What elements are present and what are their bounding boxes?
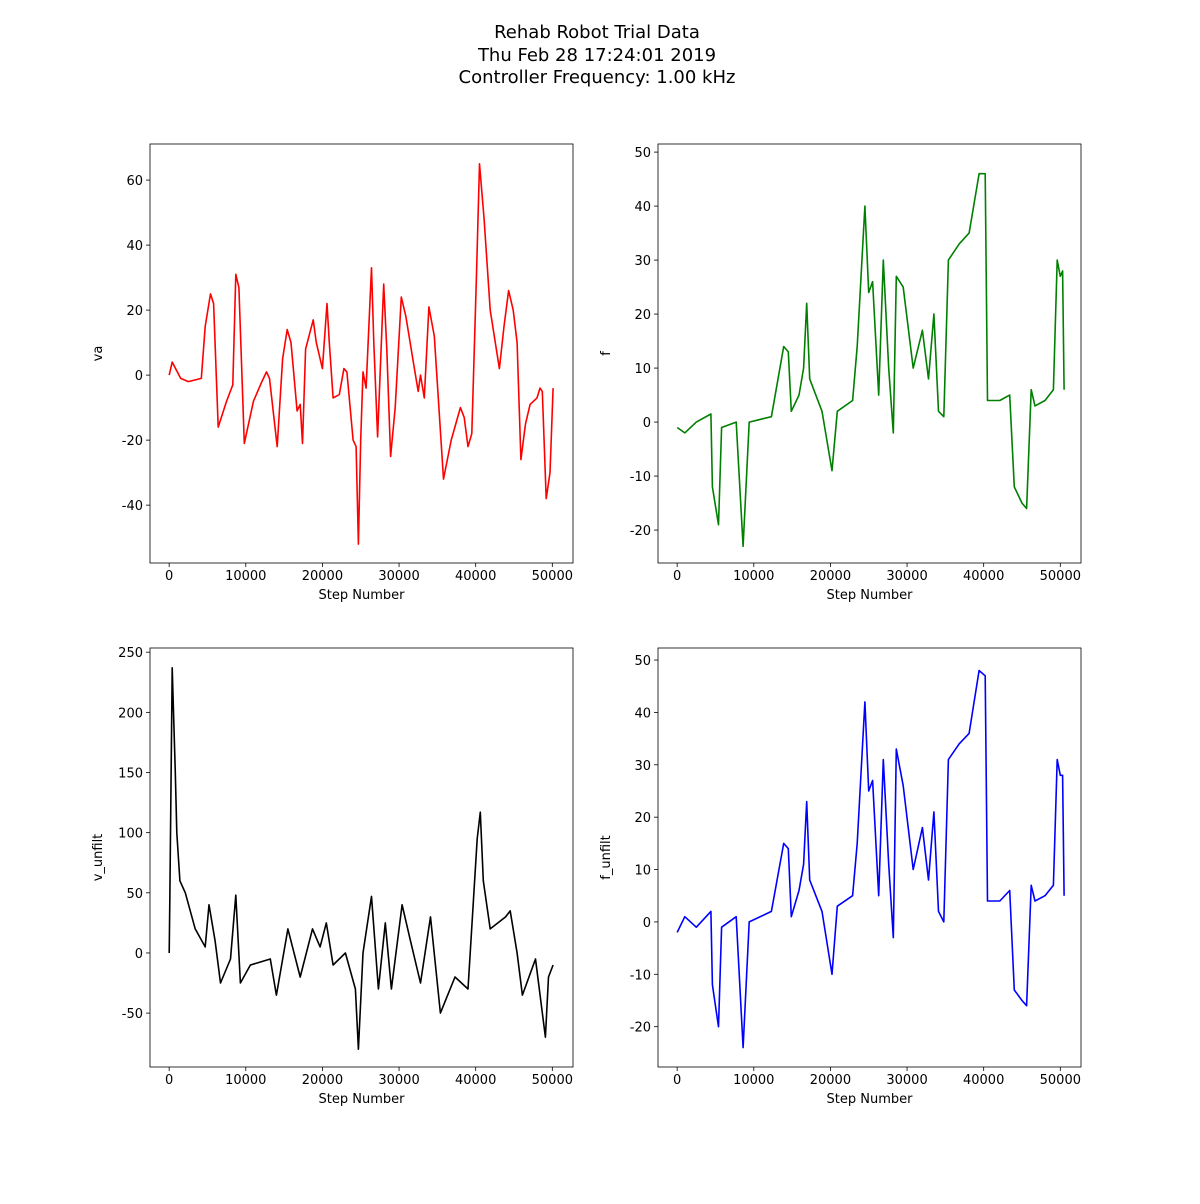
x-tick-label: 50000 — [1040, 569, 1081, 584]
y-axis-label: f — [599, 351, 614, 356]
axes-frame — [149, 143, 574, 564]
x-tick-label: 30000 — [378, 1073, 419, 1088]
x-axis-label: Step Number — [319, 1092, 406, 1107]
axes-frame — [657, 647, 1082, 1068]
y-tick-label: 50 — [634, 146, 651, 161]
y-tick-label: 10 — [634, 362, 651, 377]
x-tick-label: 20000 — [810, 569, 851, 584]
figure-subtitle: Thu Feb 28 17:24:01 2019 — [477, 45, 716, 66]
y-tick-label: 30 — [634, 759, 651, 774]
y-tick-label: 50 — [126, 887, 143, 902]
y-tick-label: 20 — [634, 308, 651, 323]
x-tick-label: 10000 — [733, 569, 774, 584]
data-line — [168, 163, 554, 545]
y-tick-label: 40 — [126, 239, 143, 254]
y-tick-label: -20 — [630, 1021, 651, 1036]
y-tick-label: 200 — [118, 706, 143, 721]
y-tick-label: 0 — [135, 369, 143, 384]
y-tick-label: 40 — [634, 706, 651, 721]
y-tick-label: -20 — [122, 434, 143, 449]
x-tick-label: 40000 — [963, 569, 1004, 584]
x-tick-label: 10000 — [733, 1073, 774, 1088]
figure-title: Rehab Robot Trial Data — [494, 22, 700, 43]
x-tick-label: 30000 — [886, 1073, 927, 1088]
x-tick-label: 40000 — [455, 569, 496, 584]
x-tick-label: 10000 — [225, 569, 266, 584]
y-axis-label: va — [91, 346, 106, 362]
y-axis-label: v_unfilt — [91, 834, 106, 882]
x-axis-label: Step Number — [827, 1092, 914, 1107]
x-tick-label: 30000 — [886, 569, 927, 584]
y-tick-label: 20 — [126, 304, 143, 319]
x-tick-label: 0 — [673, 569, 681, 584]
x-axis-label: Step Number — [827, 588, 914, 603]
y-tick-label: 0 — [643, 916, 651, 931]
x-axis-label: Step Number — [319, 588, 406, 603]
y-tick-label: -10 — [630, 968, 651, 983]
x-tick-label: 20000 — [810, 1073, 851, 1088]
data-line — [676, 172, 1065, 548]
y-tick-label: 30 — [634, 254, 651, 269]
y-axis-label: f_unfilt — [599, 835, 614, 879]
y-tick-label: -50 — [122, 1007, 143, 1022]
x-tick-label: 30000 — [378, 569, 419, 584]
x-tick-label: 0 — [165, 569, 173, 584]
data-line — [676, 669, 1065, 1049]
y-tick-label: 20 — [634, 811, 651, 826]
x-tick-label: 0 — [673, 1073, 681, 1088]
data-line — [168, 667, 554, 1050]
x-tick-label: 20000 — [302, 569, 343, 584]
x-tick-label: 40000 — [963, 1073, 1004, 1088]
y-tick-label: 10 — [634, 864, 651, 879]
y-tick-label: 50 — [634, 654, 651, 669]
y-tick-label: 60 — [126, 174, 143, 189]
x-tick-label: 10000 — [225, 1073, 266, 1088]
x-tick-label: 0 — [165, 1073, 173, 1088]
y-tick-label: 40 — [634, 200, 651, 215]
y-tick-label: 250 — [118, 646, 143, 661]
x-tick-label: 50000 — [532, 569, 573, 584]
y-tick-label: 100 — [118, 827, 143, 842]
y-tick-label: 0 — [643, 416, 651, 431]
y-tick-label: 150 — [118, 767, 143, 782]
figure-subtitle: Controller Frequency: 1.00 kHz — [459, 67, 736, 88]
y-tick-label: -10 — [630, 470, 651, 485]
x-tick-label: 50000 — [1040, 1073, 1081, 1088]
x-tick-label: 20000 — [302, 1073, 343, 1088]
axes-frame — [657, 143, 1082, 564]
axes-frame — [149, 647, 574, 1068]
y-tick-label: 0 — [135, 947, 143, 962]
y-tick-label: -40 — [122, 499, 143, 514]
y-tick-label: -20 — [630, 524, 651, 539]
x-tick-label: 40000 — [455, 1073, 496, 1088]
x-tick-label: 50000 — [532, 1073, 573, 1088]
